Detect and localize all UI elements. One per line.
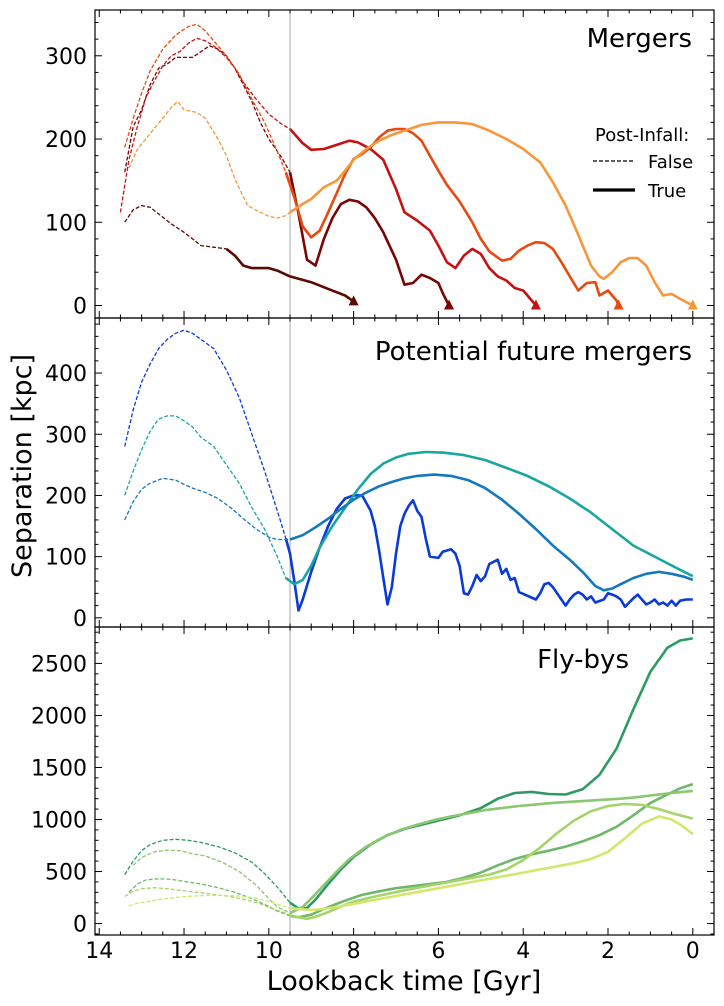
mergers-y-tick-label: 300 (45, 45, 87, 70)
fly-bys-y-tick-label: 1500 (31, 756, 87, 781)
fly-bys-y-tick-label: 2500 (31, 652, 87, 677)
fly-bys-y-tick-label: 1000 (31, 809, 87, 834)
mergers-series-3-dashed-line (124, 23, 287, 173)
legend-entry-false: False (648, 152, 693, 173)
fly-bys-series-3-dashed-line (124, 887, 291, 916)
mergers-series-0-solid-line (225, 247, 355, 303)
x-tick-label: 4 (516, 939, 530, 964)
mergers-series-2-end-marker (530, 299, 541, 310)
mergers-series-2-solid-line (289, 128, 537, 307)
mergers-y-tick-label: 0 (73, 295, 87, 320)
fly-bys-series-2-solid-line (289, 789, 693, 915)
x-tick-label: 2 (601, 939, 615, 964)
legend-title: Post-Infall: (595, 125, 689, 146)
legend-entry-true: True (647, 181, 686, 202)
x-tick-label: 10 (255, 939, 283, 964)
potential-future-mergers-series-2-solid-line (289, 473, 694, 592)
x-tick-label: 6 (431, 939, 445, 964)
fly-bys-series-0-dashed-line (124, 838, 291, 904)
panel-mergers: 0 100 200 300 (45, 9, 715, 320)
mergers-series-2-dashed-line (119, 37, 291, 213)
mergers-series-0-dashed-line (124, 204, 227, 250)
fly-bys-y-tick-label: 500 (45, 861, 87, 886)
panel-title-mergers: Mergers (587, 24, 692, 54)
potential-future-mergers-series-0-solid-line (284, 494, 693, 612)
mergers-frame (94, 9, 715, 319)
fly-bys-y-tick-label: 2000 (31, 704, 87, 729)
y-axis-label: Separation [kpc] (7, 354, 38, 578)
legend: Post-Infall: False True (593, 125, 693, 202)
fly-bys-series-4-dashed-line (128, 894, 291, 909)
potential-future-mergers-y-tick-label: 300 (45, 423, 87, 448)
fly-bys-y-tick-label: 0 (73, 913, 87, 938)
panel-title-fly-bys: Fly-bys (537, 645, 629, 675)
fly-bys-frame (94, 626, 715, 936)
fly-bys-series-0-solid-line (289, 637, 694, 910)
potential-future-mergers-series-2-dashed-line (124, 477, 290, 541)
mergers-series-1-dashed-line (124, 45, 291, 173)
potential-future-mergers-series-0-dashed-line (124, 329, 287, 539)
mergers-series-4-end-marker (687, 299, 698, 310)
mergers-series-3-solid-line (284, 127, 620, 307)
potential-future-mergers-y-tick-label: 100 (45, 546, 87, 571)
x-tick-label: 0 (686, 939, 700, 964)
potential-future-mergers-y-tick-label: 400 (45, 362, 87, 387)
mergers-y-tick-label: 100 (45, 211, 87, 236)
panel-title-potential-future-mergers: Potential future mergers (375, 337, 692, 367)
fly-bys-series-1-solid-line (289, 782, 694, 919)
mergers-series-0-end-marker (348, 295, 359, 306)
x-tick-label: 14 (85, 939, 113, 964)
potential-future-mergers-y-tick-label: 0 (73, 607, 87, 632)
panel-fly-bys: 0 500 1000 1500 2000 2500 14 12 10 8 6 4 2 0 (31, 626, 715, 964)
potential-future-mergers-series-1-dashed-line (124, 415, 287, 579)
mergers-series-4-solid-line (289, 121, 694, 307)
mergers-series-3-end-marker (613, 299, 624, 310)
potential-future-mergers-y-tick-label: 200 (45, 484, 87, 509)
x-tick-label: 8 (347, 939, 361, 964)
fly-bys-series-2-dashed-line (132, 849, 291, 914)
fly-bys-series-1-dashed-line (128, 878, 291, 917)
mergers-series-1-end-marker (444, 299, 455, 310)
potential-future-mergers-series-1-solid-line (285, 450, 694, 586)
mergers-series-1-solid-line (288, 172, 451, 307)
fly-bys-series-4-solid-line (289, 815, 694, 912)
mergers-series-4-dashed-line (128, 100, 291, 219)
mergers-y-tick-label: 200 (45, 128, 87, 153)
x-tick-label: 12 (170, 939, 198, 964)
x-axis-label: Lookback time [Gyr] (267, 966, 542, 997)
fly-bys-series-3-solid-line (289, 802, 694, 921)
